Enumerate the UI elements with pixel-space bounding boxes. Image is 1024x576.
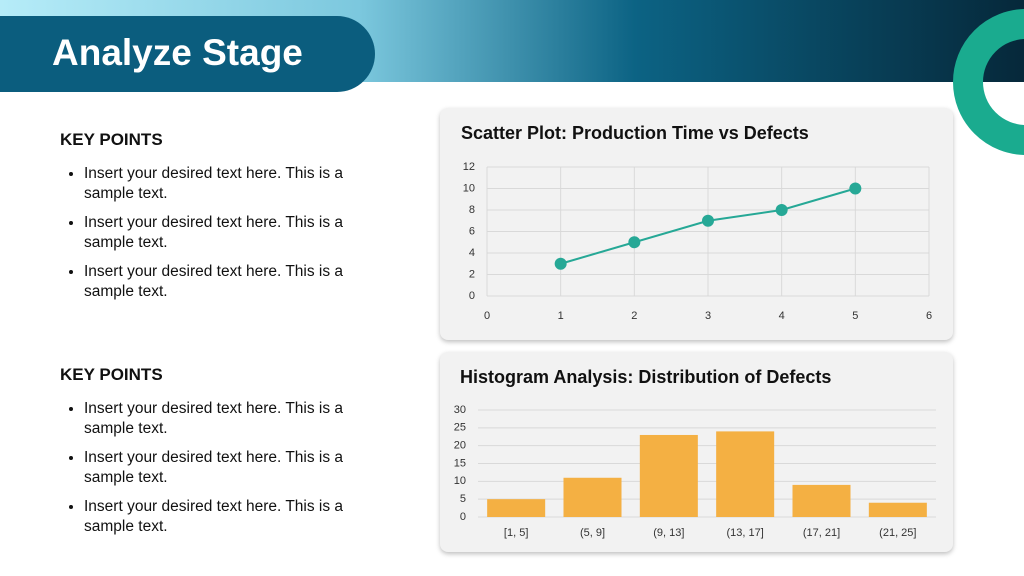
y-tick-label: 10 [463, 182, 475, 194]
bar [868, 502, 927, 517]
y-tick-label: 15 [454, 457, 466, 469]
y-tick-label: 10 [454, 475, 466, 487]
y-tick-label: 30 [454, 404, 466, 416]
data-point [775, 204, 788, 216]
y-tick-label: 6 [469, 225, 475, 237]
bullet: Insert your desired text here. This is a… [84, 448, 380, 488]
chart-title: Histogram Analysis: Distribution of Defe… [460, 367, 831, 387]
y-tick-label: 5 [460, 493, 466, 505]
data-point [702, 214, 714, 227]
y-tick-label: 12 [463, 161, 475, 173]
bullet: Insert your desired text here. This is a… [84, 164, 380, 204]
y-tick-label: 20 [454, 440, 466, 452]
x-tick-label: 6 [926, 310, 932, 322]
y-tick-label: 0 [460, 511, 466, 523]
x-tick-label: 0 [484, 310, 490, 322]
key-points: KEY POINTS Insert your desired text here… [60, 130, 380, 311]
chart-card: Histogram Analysis: Distribution of Defe… [440, 352, 953, 552]
y-tick-label: 4 [469, 247, 475, 259]
bullet: Insert your desired text here. This is a… [84, 497, 380, 537]
heading: KEY POINTS [60, 130, 163, 149]
chart: Histogram Analysis: Distribution of Defe… [454, 367, 936, 539]
data-point [554, 257, 567, 270]
x-tick-label: (21, 25] [879, 527, 916, 539]
key-points: KEY POINTS Insert your desired text here… [60, 365, 380, 546]
chart-title: Scatter Plot: Production Time vs Defects [461, 123, 809, 143]
bar [563, 477, 622, 517]
bar [716, 431, 775, 517]
x-tick-label: 4 [779, 310, 785, 322]
x-tick-label: (9, 13] [653, 527, 684, 539]
x-tick-label: 2 [631, 310, 637, 322]
y-tick-label: 2 [469, 268, 475, 280]
bullet: Insert your desired text here. This is a… [84, 262, 380, 302]
bullet: Insert your desired text here. This is a… [84, 213, 380, 253]
bar [792, 484, 851, 517]
x-tick-label: [1, 5] [504, 527, 528, 539]
ring-decoration [953, 9, 1024, 155]
bullet: Insert your desired text here. This is a… [84, 399, 380, 439]
slide-title: Analyze Stage [52, 32, 303, 73]
y-tick-label: 8 [469, 204, 475, 216]
x-tick-label: (17, 21] [803, 527, 840, 539]
y-tick-label: 0 [469, 290, 475, 302]
x-tick-label: 5 [852, 310, 858, 322]
bar [639, 434, 698, 517]
heading: KEY POINTS [60, 365, 163, 384]
x-tick-label: 1 [558, 310, 564, 322]
chart-card: Scatter Plot: Production Time vs Defects… [440, 108, 953, 340]
data-point [849, 182, 862, 195]
data-point [628, 236, 641, 249]
chart: Scatter Plot: Production Time vs Defects… [461, 123, 932, 322]
y-tick-label: 25 [454, 422, 466, 434]
x-tick-label: (13, 17] [727, 527, 764, 539]
x-tick-label: (5, 9] [580, 527, 605, 539]
title-pill [0, 16, 375, 92]
bar [487, 499, 546, 517]
x-tick-label: 3 [705, 310, 711, 322]
